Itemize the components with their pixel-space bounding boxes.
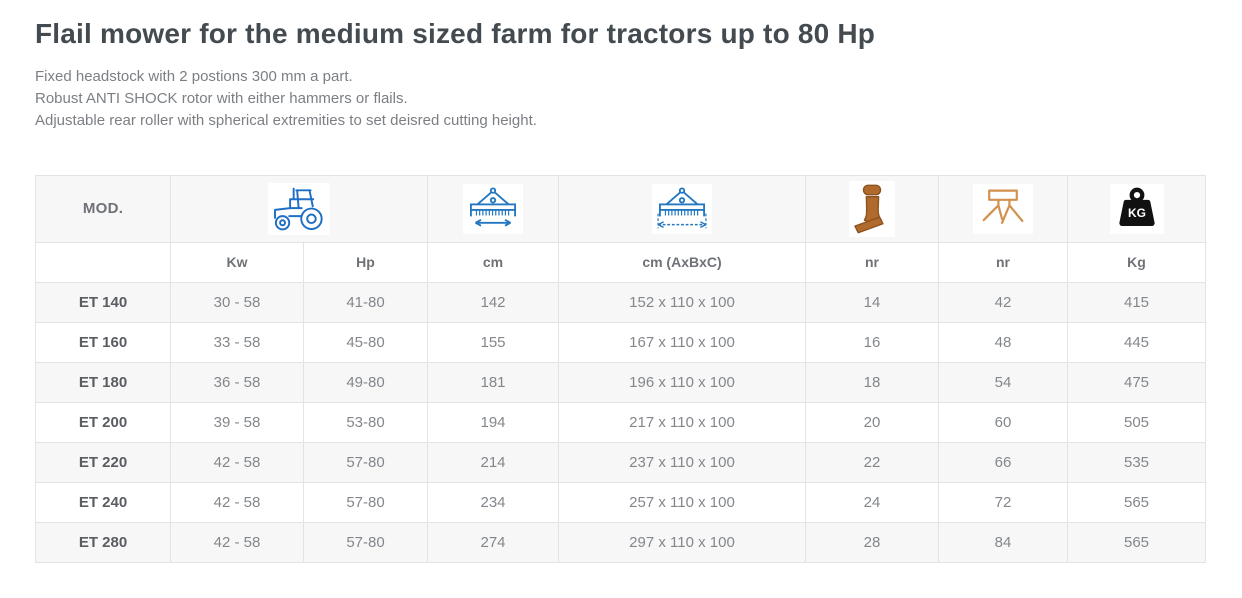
weight-cell: 565 (1067, 482, 1206, 523)
table-row: ET 220 42 - 58 57-80 214 237 x 110 x 100… (35, 442, 1206, 483)
working-width-cell: 181 (427, 362, 559, 403)
model-cell: ET 160 (35, 322, 171, 363)
kw-cell: 39 - 58 (170, 402, 304, 443)
hp-cell: 57-80 (303, 482, 428, 523)
overall-dimensions-icon (652, 184, 712, 234)
model-cell: ET 140 (35, 282, 171, 323)
working-width-cell: 234 (427, 482, 559, 523)
weight-cell: 505 (1067, 402, 1206, 443)
hammers-cell: 22 (805, 442, 939, 483)
mod-header-cell: MOD. (35, 175, 171, 243)
working-width-cell: 274 (427, 522, 559, 563)
working-width-cell: 155 (427, 322, 559, 363)
units-empty-cell (35, 242, 171, 283)
overall-dimensions-header-cell (558, 175, 806, 243)
unit-header-hp: Hp (303, 242, 428, 283)
model-cell: ET 280 (35, 522, 171, 563)
dimensions-cell: 237 x 110 x 100 (558, 442, 806, 483)
unit-header-dims: cm (AxBxC) (558, 242, 806, 283)
dimensions-cell: 217 x 110 x 100 (558, 402, 806, 443)
working-width-cell: 142 (427, 282, 559, 323)
table-body: ET 140 30 - 58 41-80 142 152 x 110 x 100… (35, 282, 1206, 563)
weight-icon: KG (1109, 184, 1164, 234)
table-row: ET 180 36 - 58 49-80 181 196 x 110 x 100… (35, 362, 1206, 403)
specifications-table: MOD. (35, 175, 1206, 563)
table-row: ET 160 33 - 58 45-80 155 167 x 110 x 100… (35, 322, 1206, 363)
product-description: Fixed headstock with 2 postions 300 mm a… (35, 66, 1205, 132)
flails-cell: 60 (938, 402, 1068, 443)
table-row: ET 140 30 - 58 41-80 142 152 x 110 x 100… (35, 282, 1206, 323)
kw-cell: 42 - 58 (170, 442, 304, 483)
flail-knife-icon (973, 184, 1033, 234)
hammers-cell: 24 (805, 482, 939, 523)
units-header-row: Kw Hp cm cm (AxBxC) nr nr Kg (35, 242, 1206, 283)
hp-cell: 57-80 (303, 442, 428, 483)
model-cell: ET 240 (35, 482, 171, 523)
flails-cell: 66 (938, 442, 1068, 483)
model-cell: ET 220 (35, 442, 171, 483)
kw-cell: 42 - 58 (170, 482, 304, 523)
hammer-icon (849, 181, 895, 237)
hammers-cell: 14 (805, 282, 939, 323)
weight-icon-label: KG (1128, 206, 1146, 220)
dimensions-cell: 297 x 110 x 100 (558, 522, 806, 563)
hp-cell: 45-80 (303, 322, 428, 363)
weight-header-cell: KG (1067, 175, 1206, 243)
description-line: Adjustable rear roller with spherical ex… (35, 112, 537, 129)
kw-cell: 42 - 58 (170, 522, 304, 563)
working-width-header-cell (427, 175, 559, 243)
hp-cell: 49-80 (303, 362, 428, 403)
unit-header-kg: Kg (1067, 242, 1206, 283)
flails-cell: 84 (938, 522, 1068, 563)
kw-cell: 36 - 58 (170, 362, 304, 403)
description-line: Robust ANTI SHOCK rotor with either hamm… (35, 90, 408, 107)
hp-cell: 41-80 (303, 282, 428, 323)
hammers-cell: 18 (805, 362, 939, 403)
table-row: ET 240 42 - 58 57-80 234 257 x 110 x 100… (35, 482, 1206, 523)
description-line: Fixed headstock with 2 postions 300 mm a… (35, 68, 353, 85)
flails-cell: 72 (938, 482, 1068, 523)
unit-header-kw: Kw (170, 242, 304, 283)
unit-header-flails-nr: nr (938, 242, 1068, 283)
hammers-cell: 28 (805, 522, 939, 563)
page-title: Flail mower for the medium sized farm fo… (35, 18, 876, 49)
working-width-icon (463, 184, 523, 234)
flails-header-cell (938, 175, 1068, 243)
weight-cell: 445 (1067, 322, 1206, 363)
tractor-power-header-cell (170, 175, 428, 243)
hammers-header-cell (805, 175, 939, 243)
tractor-icon (268, 183, 330, 235)
working-width-cell: 194 (427, 402, 559, 443)
weight-cell: 475 (1067, 362, 1206, 403)
model-cell: ET 200 (35, 402, 171, 443)
table-row: ET 200 39 - 58 53-80 194 217 x 110 x 100… (35, 402, 1206, 443)
hp-cell: 53-80 (303, 402, 428, 443)
hammers-cell: 20 (805, 402, 939, 443)
table-row: ET 280 42 - 58 57-80 274 297 x 110 x 100… (35, 522, 1206, 563)
product-page: Flail mower for the medium sized farm fo… (35, 18, 1206, 563)
dimensions-cell: 152 x 110 x 100 (558, 282, 806, 323)
unit-header-cm: cm (427, 242, 559, 283)
working-width-cell: 214 (427, 442, 559, 483)
mod-header-label: MOD. (82, 200, 124, 217)
icon-header-row: MOD. (35, 175, 1206, 243)
weight-cell: 565 (1067, 522, 1206, 563)
weight-cell: 415 (1067, 282, 1206, 323)
hammers-cell: 16 (805, 322, 939, 363)
dimensions-cell: 257 x 110 x 100 (558, 482, 806, 523)
kw-cell: 33 - 58 (170, 322, 304, 363)
hp-cell: 57-80 (303, 522, 428, 563)
kw-cell: 30 - 58 (170, 282, 304, 323)
dimensions-cell: 196 x 110 x 100 (558, 362, 806, 403)
flails-cell: 42 (938, 282, 1068, 323)
flails-cell: 54 (938, 362, 1068, 403)
model-cell: ET 180 (35, 362, 171, 403)
weight-cell: 535 (1067, 442, 1206, 483)
unit-header-hammers-nr: nr (805, 242, 939, 283)
dimensions-cell: 167 x 110 x 100 (558, 322, 806, 363)
flails-cell: 48 (938, 322, 1068, 363)
